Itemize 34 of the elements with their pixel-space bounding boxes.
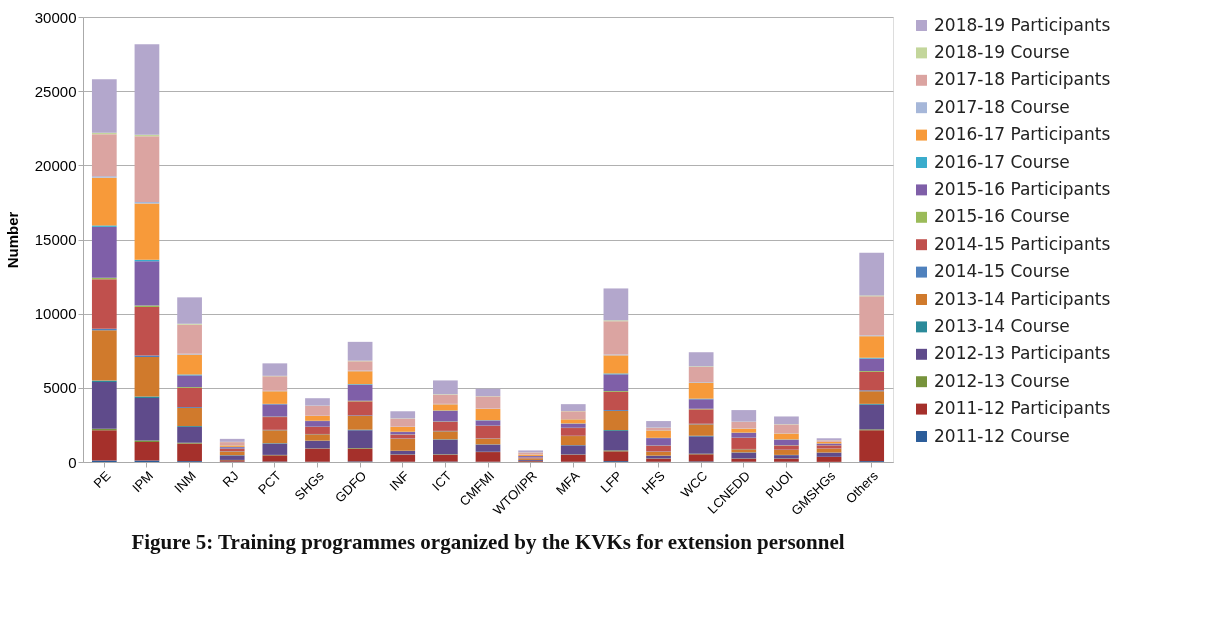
- legend-label: 2012-13 Course: [934, 370, 1070, 391]
- x-tick-label: RJ: [219, 468, 242, 490]
- legend-label: 2014-15 Course: [934, 261, 1070, 282]
- legend-label: 2018-19 Participants: [934, 14, 1111, 35]
- text: Figure 5: Training programmes organized by the KVKs for extension personnel: [131, 529, 845, 554]
- legend-label: 2016-17 Participants: [934, 124, 1111, 145]
- x-tick-label: PE: [90, 467, 114, 491]
- legend-label: 2014-15 Participants: [934, 233, 1111, 254]
- x-tick-label: IPM: [129, 468, 157, 496]
- legend-label: 2011-12 Course: [934, 425, 1070, 446]
- legend-label: 2015-16 Participants: [934, 178, 1111, 199]
- legend-label: 2012-13 Participants: [934, 343, 1111, 364]
- y-tick-label: 10000: [34, 305, 77, 323]
- legend-label: 2015-16 Course: [934, 206, 1070, 227]
- x-tick-label: HFS: [638, 467, 668, 498]
- y-tick-label: 25000: [34, 82, 77, 100]
- x-tick-label: INF: [386, 468, 412, 494]
- legend-label: 2013-14 Participants: [934, 288, 1111, 309]
- x-tick-label: INM: [171, 468, 199, 496]
- legend-label: 2017-18 Participants: [934, 69, 1111, 90]
- x-tick-label: ICT: [429, 468, 455, 494]
- y-tick-label: 20000: [34, 156, 77, 174]
- legend-label: 2011-12 Participants: [934, 398, 1111, 419]
- y-tick-label: 30000: [34, 8, 77, 26]
- y-tick-label: 15000: [34, 231, 77, 248]
- legend-label: 2018-19 Course: [934, 41, 1070, 62]
- x-tick-label: MFA: [552, 467, 583, 498]
- y-axis-title: Number: [3, 211, 21, 269]
- x-tick-label: LFP: [597, 468, 626, 496]
- legend-label: 2017-18 Course: [934, 96, 1070, 117]
- legend-label: 2013-14 Course: [934, 315, 1070, 336]
- legend-label: 2016-17 Course: [934, 151, 1070, 172]
- y-tick-label: 5000: [43, 379, 77, 397]
- y-tick-label: 0: [68, 453, 77, 471]
